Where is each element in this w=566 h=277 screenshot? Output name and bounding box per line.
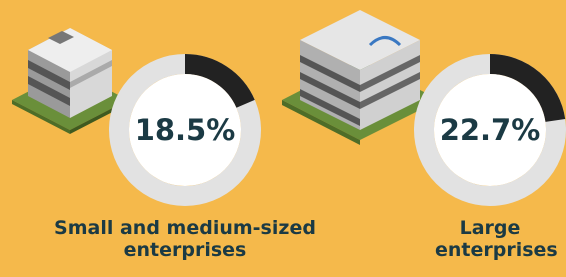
value-label: 18.5%: [135, 113, 236, 147]
category-label: Large enterprises: [435, 217, 545, 261]
infographic: 18.5% 22.7% Small and medium-sized enterp…: [0, 0, 566, 277]
category-label: Small and medium-sized enterprises: [35, 217, 335, 261]
value-label: 22.7%: [440, 113, 541, 147]
